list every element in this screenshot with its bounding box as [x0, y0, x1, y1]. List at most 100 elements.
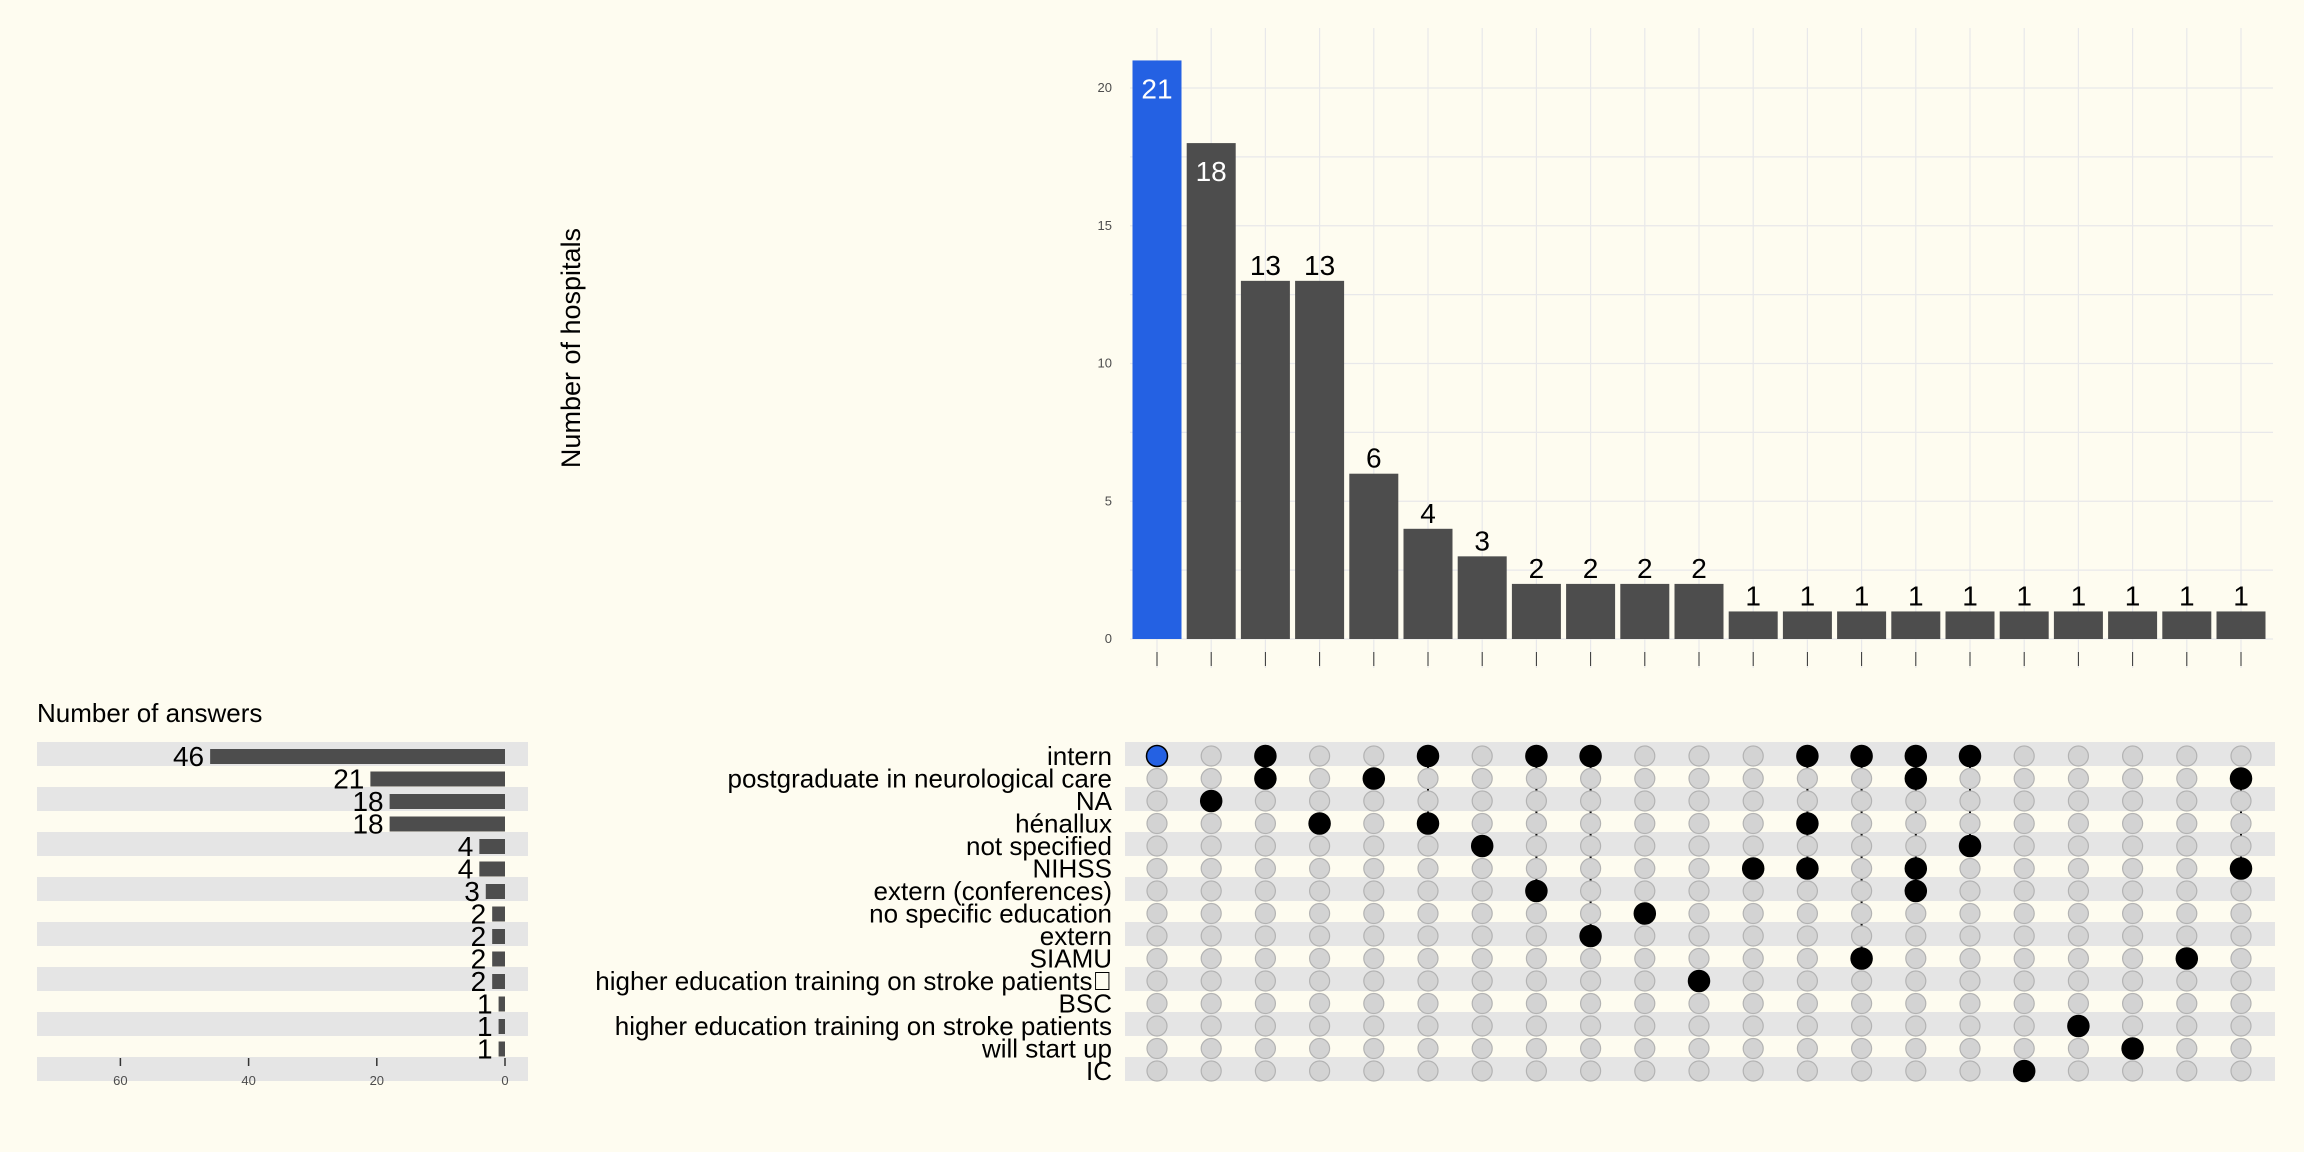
- matrix-dot-inactive: [1363, 902, 1385, 925]
- matrix-dot-inactive: [1742, 992, 1764, 1015]
- matrix-dot-inactive: [1308, 767, 1331, 790]
- matrix-dot-inactive: [2122, 1060, 2144, 1082]
- matrix-dot-inactive: [1146, 947, 1168, 970]
- matrix-dot-inactive: [1363, 970, 1385, 992]
- setsize-bar: [389, 794, 505, 809]
- bar-value-label: 4: [1420, 498, 1436, 529]
- matrix-dot-inactive: [1796, 1037, 1819, 1060]
- matrix-dot-inactive: [1308, 970, 1331, 992]
- matrix-dot-inactive: [1146, 970, 1168, 992]
- matrix-dot-inactive: [1200, 1037, 1222, 1060]
- y-tick-label: 10: [1098, 356, 1112, 371]
- matrix-dot-inactive: [1254, 1060, 1277, 1082]
- matrix-dot-inactive: [2176, 767, 2198, 790]
- matrix-dot-inactive: [1525, 835, 1548, 857]
- set-label: extern (conferences): [874, 876, 1112, 906]
- matrix-dot-inactive: [1254, 812, 1277, 835]
- matrix-dot-inactive: [1634, 857, 1656, 880]
- matrix-dot-inactive: [1471, 790, 1493, 812]
- matrix-dot-inactive: [2122, 992, 2144, 1015]
- setsize-value-label: 2: [471, 921, 487, 952]
- matrix-dot-active: [1958, 744, 1982, 768]
- setsize-bar: [479, 861, 505, 877]
- intersection-bar: [1620, 583, 1670, 639]
- matrix-dot-inactive: [1200, 835, 1222, 857]
- intersection-bar: [1132, 60, 1182, 639]
- set-label: postgraduate in neurological care: [728, 764, 1112, 794]
- matrix-dot-inactive: [1146, 790, 1168, 812]
- intersection-bar: [1837, 611, 1887, 639]
- matrix-dot-inactive: [1471, 745, 1493, 767]
- matrix-dot-inactive: [1200, 970, 1222, 992]
- matrix-dot-inactive: [1905, 1060, 1927, 1082]
- matrix-dot-inactive: [2176, 992, 2198, 1015]
- matrix-dot-inactive: [1579, 790, 1602, 812]
- matrix-dot-inactive: [2067, 857, 2089, 880]
- matrix-dot-inactive: [1579, 1015, 1602, 1037]
- matrix-dot-inactive: [1525, 970, 1548, 992]
- matrix-dot-active: [1904, 879, 1928, 903]
- matrix-dot-active: [2012, 1059, 2036, 1083]
- matrix-dot-inactive: [2230, 790, 2252, 812]
- matrix-dot-active: [1470, 834, 1494, 858]
- matrix-dot-inactive: [2230, 1037, 2252, 1060]
- intersection-bar: [1240, 280, 1290, 639]
- matrix-dot-active: [1796, 857, 1819, 880]
- matrix-dot-inactive: [1688, 812, 1710, 835]
- matrix-dot-inactive: [1471, 970, 1493, 992]
- matrix-dot-inactive: [1959, 880, 1981, 902]
- setsize-bar: [492, 929, 505, 944]
- setsize-x-tick-label: 60: [113, 1073, 127, 1088]
- matrix-dot-inactive: [1634, 790, 1656, 812]
- matrix-dot-inactive: [1471, 767, 1493, 790]
- matrix-dot-inactive: [2067, 1060, 2089, 1082]
- intersection-bar: [2053, 611, 2103, 639]
- setsize-value-label: 2: [471, 944, 487, 975]
- matrix-dot-inactive: [2122, 925, 2144, 947]
- matrix-dot-inactive: [1254, 835, 1277, 857]
- matrix-dot-inactive: [1200, 992, 1222, 1015]
- matrix-dot-inactive: [2230, 745, 2252, 767]
- matrix-dot-inactive: [1850, 970, 1873, 992]
- setsize-value-label: 1: [477, 989, 493, 1020]
- setsize-x-tick-label: 20: [370, 1073, 384, 1088]
- bar-value-label: 2: [1691, 553, 1707, 584]
- matrix-dot-inactive: [1417, 1037, 1439, 1060]
- bar-value-label: 6: [1366, 443, 1382, 474]
- matrix-dot-inactive: [1579, 992, 1602, 1015]
- matrix-dot-inactive: [2176, 745, 2198, 767]
- matrix-dot-inactive: [1634, 745, 1656, 767]
- matrix-dot-inactive: [1634, 947, 1656, 970]
- matrix-dot-active: [1254, 744, 1277, 768]
- matrix-dot-inactive: [1146, 835, 1168, 857]
- matrix-dot-inactive: [1254, 880, 1277, 902]
- setsize-bar: [498, 1019, 505, 1034]
- intersection-bar: [1728, 611, 1778, 639]
- bar-value-label: 1: [2233, 580, 2249, 611]
- matrix-dot-inactive: [1796, 970, 1819, 992]
- matrix-dot-inactive: [1905, 947, 1927, 970]
- matrix-dot-inactive: [2067, 812, 2089, 835]
- matrix-dot-inactive: [1254, 1015, 1277, 1037]
- matrix-dot-active: [2067, 1014, 2090, 1038]
- matrix-dot-inactive: [1525, 947, 1548, 970]
- matrix-dot-inactive: [1688, 1015, 1710, 1037]
- setsize-bar: [389, 816, 505, 832]
- matrix-dot-inactive: [1417, 925, 1439, 947]
- matrix-dot-inactive: [1959, 857, 1981, 880]
- matrix-dot-inactive: [2013, 947, 2035, 970]
- matrix-dot-inactive: [1308, 835, 1331, 857]
- matrix-dot-inactive: [2176, 790, 2198, 812]
- matrix-dot-inactive: [2176, 970, 2198, 992]
- matrix-dot-active: [1362, 767, 1386, 790]
- matrix-dot-active: [1850, 744, 1873, 768]
- setsize-value-label: 3: [464, 876, 480, 907]
- matrix-dot-inactive: [1796, 925, 1819, 947]
- matrix-dot-active: [2175, 947, 2199, 970]
- matrix-dot-inactive: [2067, 880, 2089, 902]
- matrix-dot-inactive: [1417, 947, 1439, 970]
- matrix-dot-inactive: [1525, 767, 1548, 790]
- setsize-x-tick-label: 40: [241, 1073, 255, 1088]
